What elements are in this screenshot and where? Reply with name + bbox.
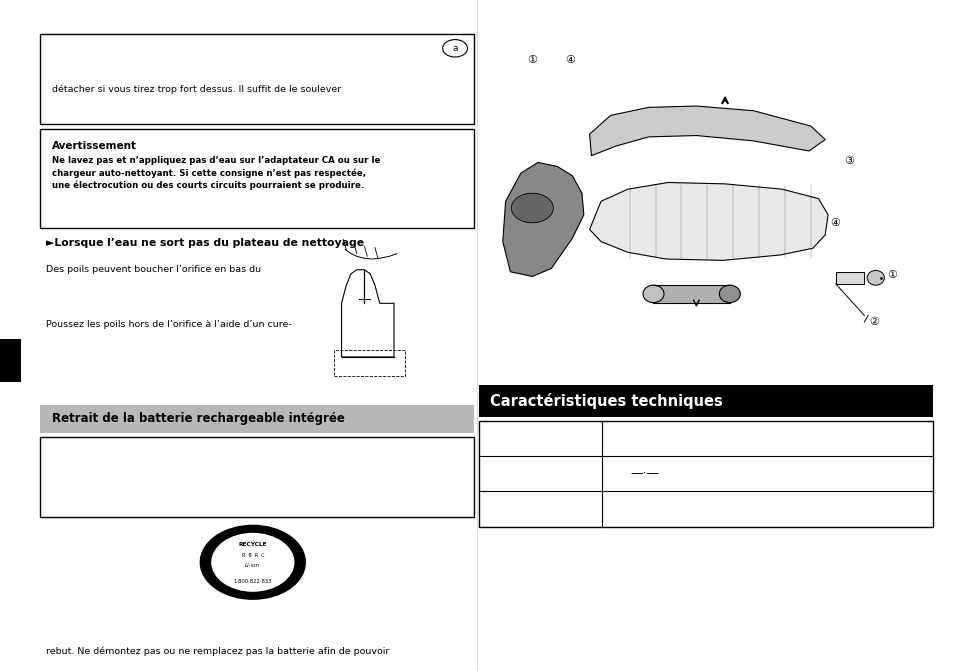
Bar xyxy=(478,385,932,417)
Text: a: a xyxy=(452,44,457,53)
Text: —·—: —·— xyxy=(630,467,659,480)
Text: Des poils peuvent boucher l’orifice en bas du: Des poils peuvent boucher l’orifice en b… xyxy=(46,265,260,274)
Bar xyxy=(334,350,405,376)
Polygon shape xyxy=(589,106,824,156)
Bar xyxy=(478,421,932,527)
Circle shape xyxy=(200,525,305,599)
Text: Caractéristiques techniques: Caractéristiques techniques xyxy=(490,393,722,409)
Circle shape xyxy=(442,40,467,57)
Polygon shape xyxy=(502,162,583,276)
Bar xyxy=(40,34,474,124)
Bar xyxy=(40,129,474,228)
Polygon shape xyxy=(341,270,394,357)
Circle shape xyxy=(511,193,553,223)
Ellipse shape xyxy=(719,285,740,303)
Text: 1·800·822·833: 1·800·822·833 xyxy=(233,579,272,584)
Text: ①: ① xyxy=(527,56,537,65)
Bar xyxy=(835,272,863,284)
Text: RECYCLE: RECYCLE xyxy=(238,542,267,547)
Polygon shape xyxy=(589,183,827,260)
Bar xyxy=(40,405,474,433)
Bar xyxy=(0,339,21,382)
Text: Retrait de la batterie rechargeable intégrée: Retrait de la batterie rechargeable inté… xyxy=(51,412,344,425)
Text: ④: ④ xyxy=(565,56,575,65)
Text: Ne lavez pas et n’appliquez pas d’eau sur l’adaptateur CA ou sur le
chargeur aut: Ne lavez pas et n’appliquez pas d’eau su… xyxy=(51,156,379,191)
Text: détacher si vous tirez trop fort dessus. Il suffit de le soulever: détacher si vous tirez trop fort dessus.… xyxy=(51,85,340,94)
Bar xyxy=(653,285,729,303)
Bar xyxy=(40,437,474,517)
Ellipse shape xyxy=(642,285,663,303)
Text: ④: ④ xyxy=(829,218,839,227)
Text: R  B  R  C: R B R C xyxy=(241,553,264,558)
Text: ①: ① xyxy=(886,270,896,280)
Ellipse shape xyxy=(866,270,883,285)
Text: Avertissement: Avertissement xyxy=(51,141,136,151)
Circle shape xyxy=(212,533,294,591)
Text: Poussez les poils hors de l’orifice à l’aide d’un cure-: Poussez les poils hors de l’orifice à l’… xyxy=(46,320,292,329)
Text: ►Lorsque l’eau ne sort pas du plateau de nettoyage: ►Lorsque l’eau ne sort pas du plateau de… xyxy=(46,238,363,248)
Text: ②: ② xyxy=(868,317,878,327)
Text: rebut. Ne démontez pas ou ne remplacez pas la batterie afin de pouvoir: rebut. Ne démontez pas ou ne remplacez p… xyxy=(46,647,389,656)
Text: Li-ion: Li-ion xyxy=(245,563,260,568)
Text: ③: ③ xyxy=(843,156,853,166)
